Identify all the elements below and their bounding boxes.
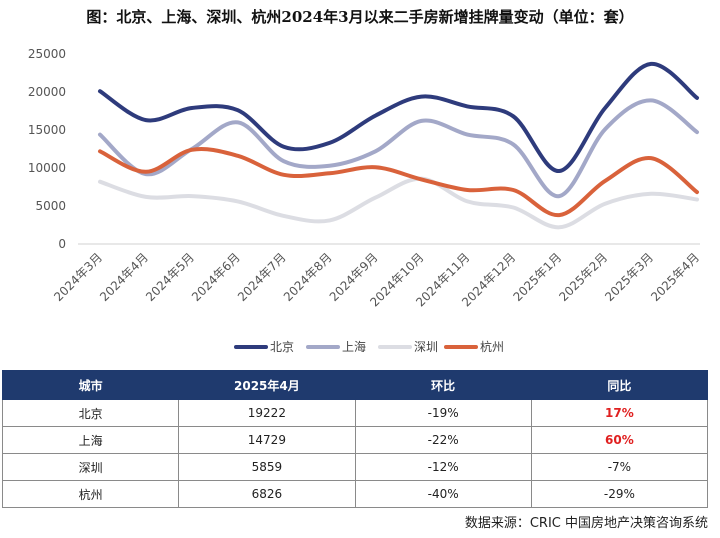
y-tick-label: 25000 — [28, 47, 66, 61]
cell-value: 19222 — [178, 399, 356, 427]
x-axis: 2024年3月2024年4月2024年5月2024年6月2024年7月2024年… — [51, 243, 702, 309]
x-tick-label: 2025年2月 — [556, 250, 610, 304]
table-header-row: 城市 2025年4月 环比 同比 — [1, 370, 709, 400]
header-mom: 环比 — [354, 370, 532, 400]
x-tick-label: 2024年7月 — [235, 250, 289, 304]
chart-title: 图：北京、上海、深圳、杭州2024年3月以来二手房新增挂牌量变动（单位：套） — [86, 8, 634, 26]
series-line-4 — [98, 147, 699, 218]
cell-city: 上海 — [1, 426, 180, 454]
source-note: 数据来源：CRIC 中国房地产决策咨询系统 — [464, 516, 708, 531]
x-tick-label: 2024年3月 — [51, 250, 105, 304]
cell-yoy: 17% — [530, 399, 709, 427]
series-line-1 — [98, 61, 699, 173]
cell-yoy: 60% — [530, 426, 709, 454]
cell-value: 14729 — [178, 426, 356, 454]
table-body: 北京 19222 -19% 17% 上海 14729 -22% 60% 深圳 5859 -12% -7… — [1, 399, 709, 508]
cell-mom: -40% — [354, 480, 532, 508]
header-city: 城市 — [1, 370, 180, 400]
cell-mom: -19% — [354, 399, 532, 427]
legend-label: 北京 — [270, 340, 294, 354]
series-line-2 — [98, 98, 699, 199]
x-tick-label: 2024年5月 — [143, 250, 197, 304]
y-tick-label: 15000 — [28, 123, 66, 137]
cell-mom: -12% — [354, 453, 532, 481]
table-row: 北京 19222 -19% 17% — [1, 399, 709, 427]
legend: 北京 上海 深圳 杭州 — [234, 339, 504, 354]
y-tick-label: 5000 — [35, 199, 66, 213]
legend-label: 杭州 — [480, 339, 504, 354]
legend-label: 深圳 — [414, 340, 438, 354]
cell-city: 杭州 — [1, 480, 180, 508]
cell-value: 5859 — [178, 453, 356, 481]
x-tick-label: 2024年4月 — [97, 250, 151, 304]
header-value: 2025年4月 — [178, 370, 356, 400]
table-row: 上海 14729 -22% 60% — [1, 426, 709, 454]
y-axis: 0 5000 10000 15000 20000 25000 — [28, 47, 66, 251]
table-row: 深圳 5859 -12% -7% — [1, 453, 709, 481]
series-line-3 — [98, 176, 699, 230]
y-tick-label: 0 — [58, 237, 66, 251]
x-tick-label: 2025年1月 — [510, 250, 564, 304]
cell-value: 6826 — [178, 480, 356, 508]
cell-mom: -22% — [354, 426, 532, 454]
y-tick-label: 20000 — [28, 85, 66, 99]
series-lines — [98, 61, 699, 230]
header-yoy: 同比 — [530, 370, 709, 400]
x-tick-label: 2025年4月 — [648, 250, 702, 304]
cell-city: 深圳 — [1, 453, 180, 481]
cell-yoy: -7% — [530, 453, 709, 481]
x-tick-label: 2024年8月 — [281, 250, 335, 304]
x-tick-label: 2024年6月 — [189, 250, 243, 304]
data-table: 城市 2025年4月 环比 同比 北京 19222 -19% 17% 上海 14729 -2… — [1, 370, 709, 508]
y-tick-label: 10000 — [28, 161, 66, 175]
cell-yoy: -29% — [530, 480, 709, 508]
x-tick-label: 2025年3月 — [602, 250, 656, 304]
legend-label: 上海 — [342, 339, 366, 354]
table-row: 杭州 6826 -40% -29% — [1, 480, 709, 508]
cell-city: 北京 — [1, 399, 180, 427]
line-chart: 0 5000 10000 15000 20000 25000 2024年3月2024年4月… — [28, 47, 702, 354]
